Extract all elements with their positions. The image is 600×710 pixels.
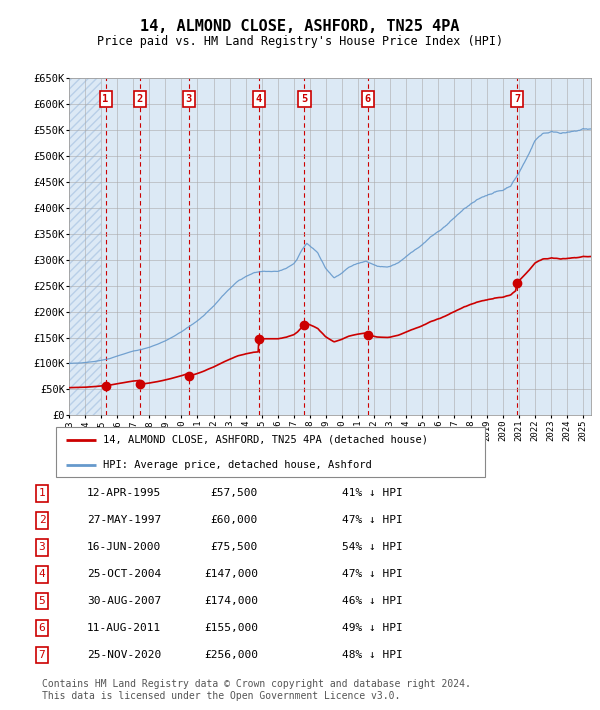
Text: 5: 5 — [301, 94, 308, 104]
Text: £57,500: £57,500 — [211, 488, 258, 498]
Text: £60,000: £60,000 — [211, 515, 258, 525]
Text: 11-AUG-2011: 11-AUG-2011 — [87, 623, 161, 633]
Text: 4: 4 — [38, 569, 46, 579]
Text: 1: 1 — [103, 94, 109, 104]
Text: 14, ALMOND CLOSE, ASHFORD, TN25 4PA: 14, ALMOND CLOSE, ASHFORD, TN25 4PA — [140, 19, 460, 35]
Bar — [69, 78, 101, 415]
Text: 1: 1 — [38, 488, 46, 498]
Text: 12-APR-1995: 12-APR-1995 — [87, 488, 161, 498]
Text: 2: 2 — [38, 515, 46, 525]
Text: 6: 6 — [38, 623, 46, 633]
Text: 6: 6 — [365, 94, 371, 104]
Text: 7: 7 — [514, 94, 520, 104]
Text: 47% ↓ HPI: 47% ↓ HPI — [342, 569, 403, 579]
Text: 16-JUN-2000: 16-JUN-2000 — [87, 542, 161, 552]
Text: 47% ↓ HPI: 47% ↓ HPI — [342, 515, 403, 525]
Text: 54% ↓ HPI: 54% ↓ HPI — [342, 542, 403, 552]
Text: 48% ↓ HPI: 48% ↓ HPI — [342, 650, 403, 660]
Text: 5: 5 — [38, 596, 46, 606]
FancyBboxPatch shape — [56, 427, 485, 477]
Text: 41% ↓ HPI: 41% ↓ HPI — [342, 488, 403, 498]
Text: Contains HM Land Registry data © Crown copyright and database right 2024.
This d: Contains HM Land Registry data © Crown c… — [42, 679, 471, 701]
Text: 46% ↓ HPI: 46% ↓ HPI — [342, 596, 403, 606]
Text: 4: 4 — [256, 94, 262, 104]
Text: £147,000: £147,000 — [204, 569, 258, 579]
Text: 7: 7 — [38, 650, 46, 660]
Text: £256,000: £256,000 — [204, 650, 258, 660]
Text: 14, ALMOND CLOSE, ASHFORD, TN25 4PA (detached house): 14, ALMOND CLOSE, ASHFORD, TN25 4PA (det… — [103, 435, 428, 445]
Text: 25-NOV-2020: 25-NOV-2020 — [87, 650, 161, 660]
Text: HPI: Average price, detached house, Ashford: HPI: Average price, detached house, Ashf… — [103, 460, 372, 470]
Text: £155,000: £155,000 — [204, 623, 258, 633]
Text: 30-AUG-2007: 30-AUG-2007 — [87, 596, 161, 606]
Text: £75,500: £75,500 — [211, 542, 258, 552]
Text: 49% ↓ HPI: 49% ↓ HPI — [342, 623, 403, 633]
Text: £174,000: £174,000 — [204, 596, 258, 606]
Text: 3: 3 — [38, 542, 46, 552]
Text: 25-OCT-2004: 25-OCT-2004 — [87, 569, 161, 579]
Text: 27-MAY-1997: 27-MAY-1997 — [87, 515, 161, 525]
Text: 3: 3 — [185, 94, 192, 104]
Text: 2: 2 — [137, 94, 143, 104]
Text: Price paid vs. HM Land Registry's House Price Index (HPI): Price paid vs. HM Land Registry's House … — [97, 35, 503, 48]
